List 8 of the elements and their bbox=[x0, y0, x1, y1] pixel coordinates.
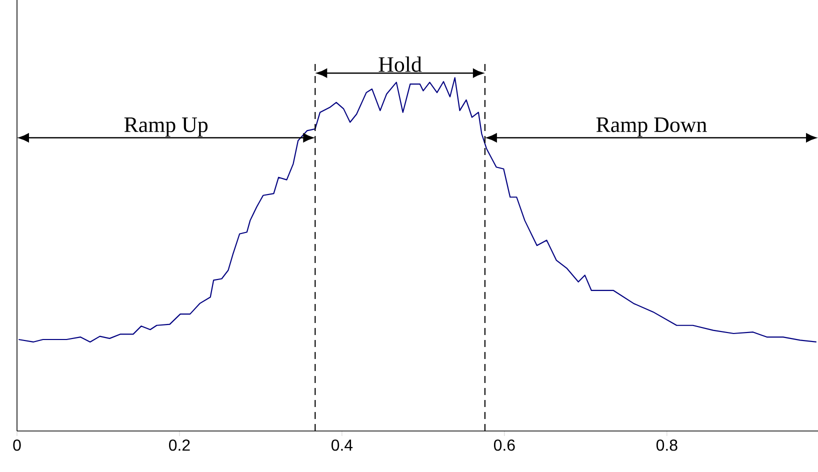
annotation: Ramp Down bbox=[596, 118, 707, 137]
x-tick-label: 0.6 bbox=[494, 440, 515, 451]
x-tick-label: 0 bbox=[13, 440, 21, 451]
text: Hold bbox=[378, 56, 422, 72]
x-tick-label: 0.2 bbox=[169, 440, 190, 451]
x-tick-label: 0.4 bbox=[332, 440, 353, 451]
annotation: Ramp Up bbox=[124, 118, 208, 137]
x-tick-label: 0.8 bbox=[656, 440, 678, 451]
